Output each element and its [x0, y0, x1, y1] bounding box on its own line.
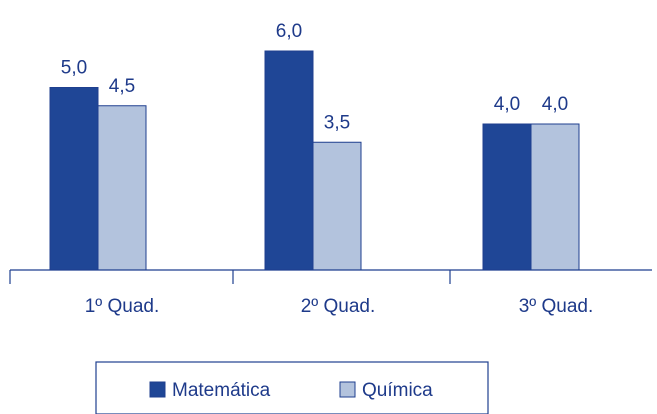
legend-label-quimica: Química	[362, 380, 433, 401]
x-axis-ticks	[9, 270, 451, 284]
x-tick-label-1: 1º Quad.	[85, 296, 160, 317]
bar-quimica-1	[97, 105, 147, 271]
bar-matematica-2	[264, 50, 314, 271]
bars-group	[49, 50, 580, 271]
value-label-quimica-2: 3,5	[324, 112, 350, 133]
x-tick-label-2: 2º Quad.	[301, 296, 376, 317]
bar-quimica-2	[312, 141, 362, 271]
bar-matematica-3	[482, 123, 532, 271]
x-tick-labels: 1º Quad. 2º Quad. 3º Quad.	[85, 296, 594, 317]
value-label-quimica-1: 4,5	[109, 76, 135, 97]
x-tick-label-3: 3º Quad.	[519, 296, 594, 317]
bar-quimica-3	[530, 123, 580, 271]
legend-swatch-matematica	[149, 381, 166, 398]
value-labels-group: 5,0 4,5 6,0 3,5 4,0 4,0	[61, 21, 568, 133]
legend-label-matematica: Matemática	[172, 380, 271, 401]
legend-swatch-quimica	[339, 381, 356, 398]
value-label-quimica-3: 4,0	[542, 94, 568, 115]
value-label-matematica-3: 4,0	[494, 94, 520, 115]
value-label-matematica-1: 5,0	[61, 58, 87, 79]
value-label-matematica-2: 6,0	[276, 21, 302, 42]
bar-matematica-1	[49, 87, 99, 271]
legend: Matemática Química	[95, 361, 489, 414]
